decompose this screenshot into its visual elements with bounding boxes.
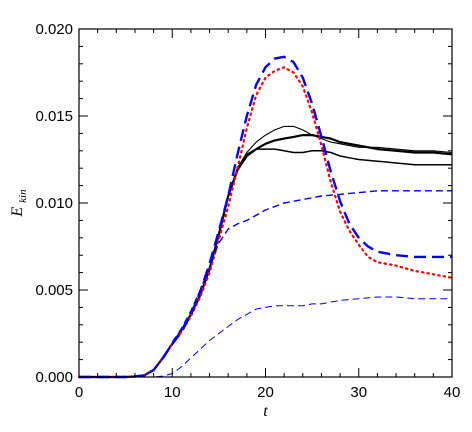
- x-tick-label: 0: [75, 384, 83, 401]
- x-tick-label: 40: [444, 384, 461, 401]
- series-line-4: [77, 66, 454, 379]
- series-layer: [77, 55, 454, 379]
- y-tick-label: 0.020: [35, 21, 73, 38]
- series-line-6: [79, 190, 452, 378]
- series-line-2: [79, 125, 453, 378]
- y-axis-title: E kin: [9, 189, 29, 218]
- x-tick-label: 20: [257, 384, 274, 401]
- plot-frame: [78, 28, 453, 378]
- axes-layer: 0 10 20 30 40 0.000 0.005 0.010 0.015 0.020: [35, 21, 460, 401]
- series-line-3: [79, 148, 452, 378]
- y-tick-label: 0.015: [35, 108, 73, 125]
- y-tick-label: 0.005: [35, 282, 73, 299]
- y-tick-label: 0.000: [35, 369, 73, 386]
- x-axis-title: t: [263, 403, 268, 420]
- y-tick-label: 0.010: [35, 195, 73, 212]
- x-tick-label: 30: [350, 384, 367, 401]
- series-line-7: [79, 296, 452, 378]
- y-axis-title-subscript: kin: [17, 189, 29, 203]
- series-line-5: [79, 55, 452, 379]
- y-axis-title-main: E: [9, 207, 26, 218]
- x-tick-label: 10: [164, 384, 181, 401]
